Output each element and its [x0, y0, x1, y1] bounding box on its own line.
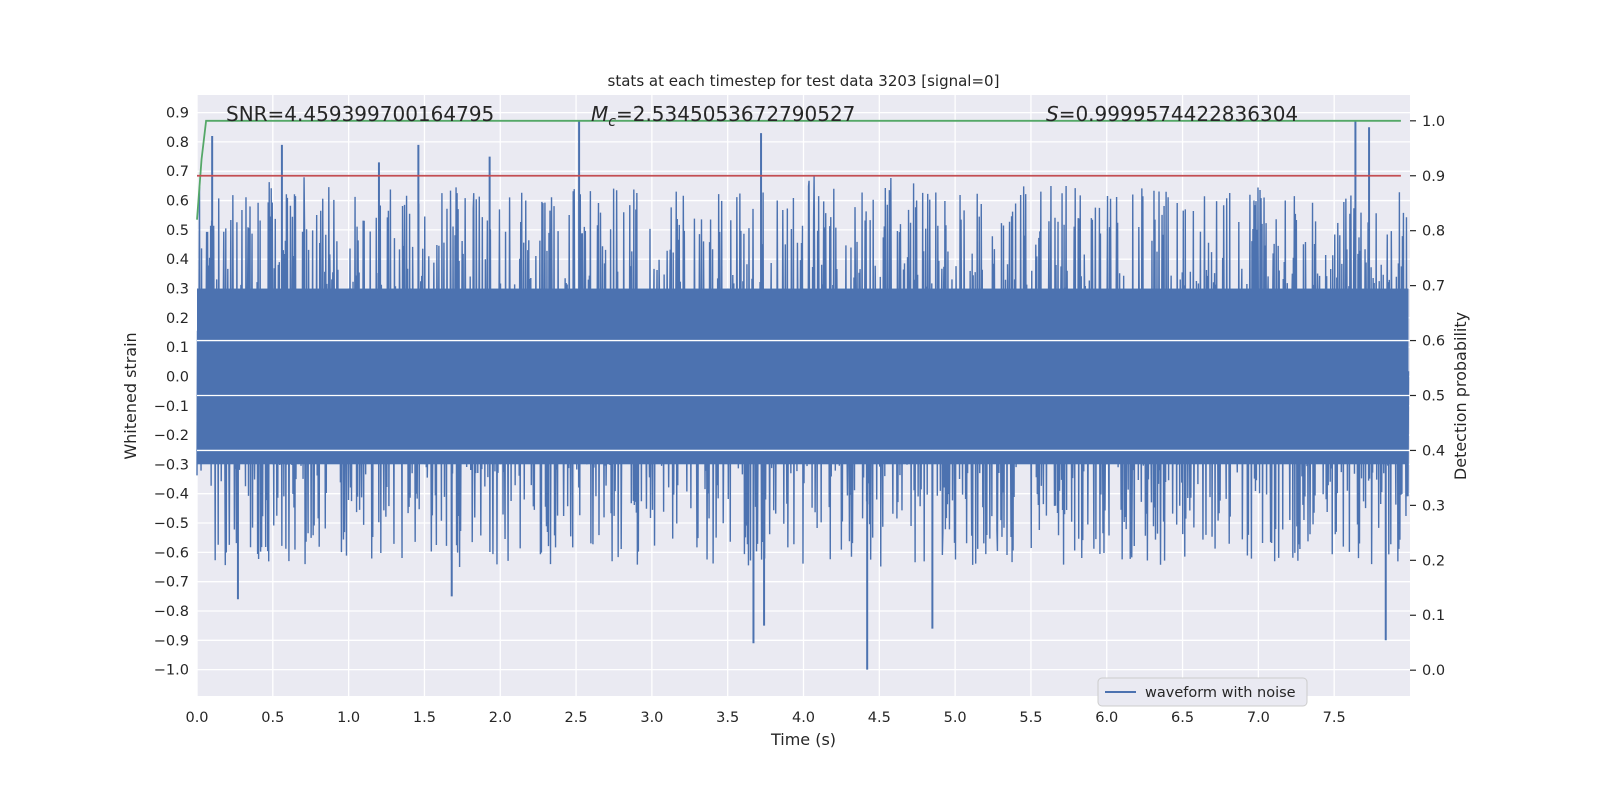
annotation-snr: SNR=4.459399700164795 — [226, 102, 494, 126]
annotation-chirp-mass-value: =2.5345053672790527 — [616, 102, 855, 126]
y-tick-label: −0.4 — [154, 487, 189, 503]
y-tick-label: 0.7 — [166, 164, 189, 180]
x-tick-label: 2.0 — [489, 710, 512, 726]
annotation-chirp-mass: Mc=2.5345053672790527 — [591, 102, 855, 130]
annotation-s-value: =0.9999574422836304 — [1059, 102, 1298, 126]
x-tick-label: 1.5 — [413, 710, 436, 726]
y2-tick-label: 0.6 — [1422, 334, 1445, 350]
y-tick-label: −0.1 — [154, 399, 189, 415]
y-tick-label: 0.2 — [166, 311, 189, 327]
y-tick-label: 0.1 — [166, 340, 189, 356]
y2-axis-label: Detection probability — [1451, 312, 1470, 480]
y-tick-label: −0.3 — [154, 457, 189, 473]
chart-title: stats at each timestep for test data 320… — [608, 72, 1000, 90]
x-axis-ticks: 0.0 0.5 1.0 1.5 2.0 2.5 3.0 3.5 4.0 4.5 5.0 5.5 6.0 6… — [185, 710, 1345, 726]
x-tick-label: 3.5 — [716, 710, 739, 726]
y2-tick-label: 0.5 — [1422, 389, 1445, 405]
x-tick-label: 0.5 — [261, 710, 284, 726]
legend: waveform with noise — [1097, 677, 1308, 707]
y2-tick-label: 0.9 — [1422, 169, 1445, 185]
y2-tick-label: 0.3 — [1422, 498, 1445, 514]
probability-line — [196, 119, 1401, 220]
y-tick-label: −1.0 — [154, 663, 189, 679]
x-tick-label: 3.0 — [640, 710, 663, 726]
y2-tick-label: 0.1 — [1422, 608, 1445, 624]
y2-tick-label: 0.4 — [1422, 443, 1445, 459]
y-tick-label: −0.5 — [154, 516, 189, 532]
y-tick-label: 0.4 — [166, 252, 189, 268]
x-tick-label: 5.5 — [1019, 710, 1042, 726]
annotation-chirp-mass-subscript: c — [608, 114, 616, 130]
y-tick-label: 0.5 — [166, 223, 189, 239]
y-tick-label: 0.0 — [166, 369, 189, 385]
y-tick-label: 0.6 — [166, 194, 189, 210]
y-axis-label: Whitened strain — [121, 332, 140, 459]
x-tick-label: 4.0 — [792, 710, 815, 726]
x-tick-label: 0.0 — [185, 710, 208, 726]
x-tick-label: 2.5 — [565, 710, 588, 726]
x-axis-label: Time (s) — [770, 730, 836, 749]
y-tick-label: 0.9 — [166, 106, 189, 122]
y-tick-label: 0.8 — [166, 135, 189, 151]
x-tick-label: 7.5 — [1323, 710, 1346, 726]
y2-tick-label: 0.2 — [1422, 553, 1445, 569]
y2-tick-label: 0.0 — [1422, 663, 1445, 679]
annotation-chirp-mass-symbol: M — [591, 102, 608, 126]
annotation-s-symbol: S — [1046, 102, 1059, 126]
x-tick-label: 6.5 — [1171, 710, 1194, 726]
x-tick-label: 1.0 — [337, 710, 360, 726]
y-axis-ticks: −1.0 −0.9 −0.8 −0.7 −0.6 −0.5 −0.4 −0.3 −0.2 −0.1… — [154, 106, 189, 679]
annotation-s: S=0.9999574422836304 — [1046, 102, 1298, 126]
y-tick-label: −0.8 — [154, 604, 189, 620]
waveform-core — [197, 288, 1409, 465]
x-tick-label: 6.0 — [1095, 710, 1118, 726]
x-tick-label: 5.0 — [944, 710, 967, 726]
legend-box — [1097, 677, 1308, 707]
y2-tick-label: 1.0 — [1422, 114, 1445, 130]
y-tick-label: −0.6 — [154, 545, 189, 561]
y2-tick-label: 0.8 — [1422, 224, 1445, 240]
y-tick-label: −0.7 — [154, 575, 189, 591]
y-tick-label: −0.9 — [154, 633, 189, 649]
x-tick-label: 4.5 — [868, 710, 891, 726]
waveform-series — [196, 121, 1410, 670]
y2-tick-label: 0.7 — [1422, 279, 1445, 295]
x-tick-label: 7.0 — [1247, 710, 1270, 726]
y-tick-label: −0.2 — [154, 428, 189, 444]
y-tick-label: 0.3 — [166, 281, 189, 297]
legend-label: waveform with noise — [1145, 685, 1296, 701]
probability-series — [196, 119, 1401, 220]
y2-axis-ticks: 0.0 0.1 0.2 0.3 0.4 0.5 0.6 0.7 0.8 0.9 1.0 — [1410, 114, 1445, 679]
